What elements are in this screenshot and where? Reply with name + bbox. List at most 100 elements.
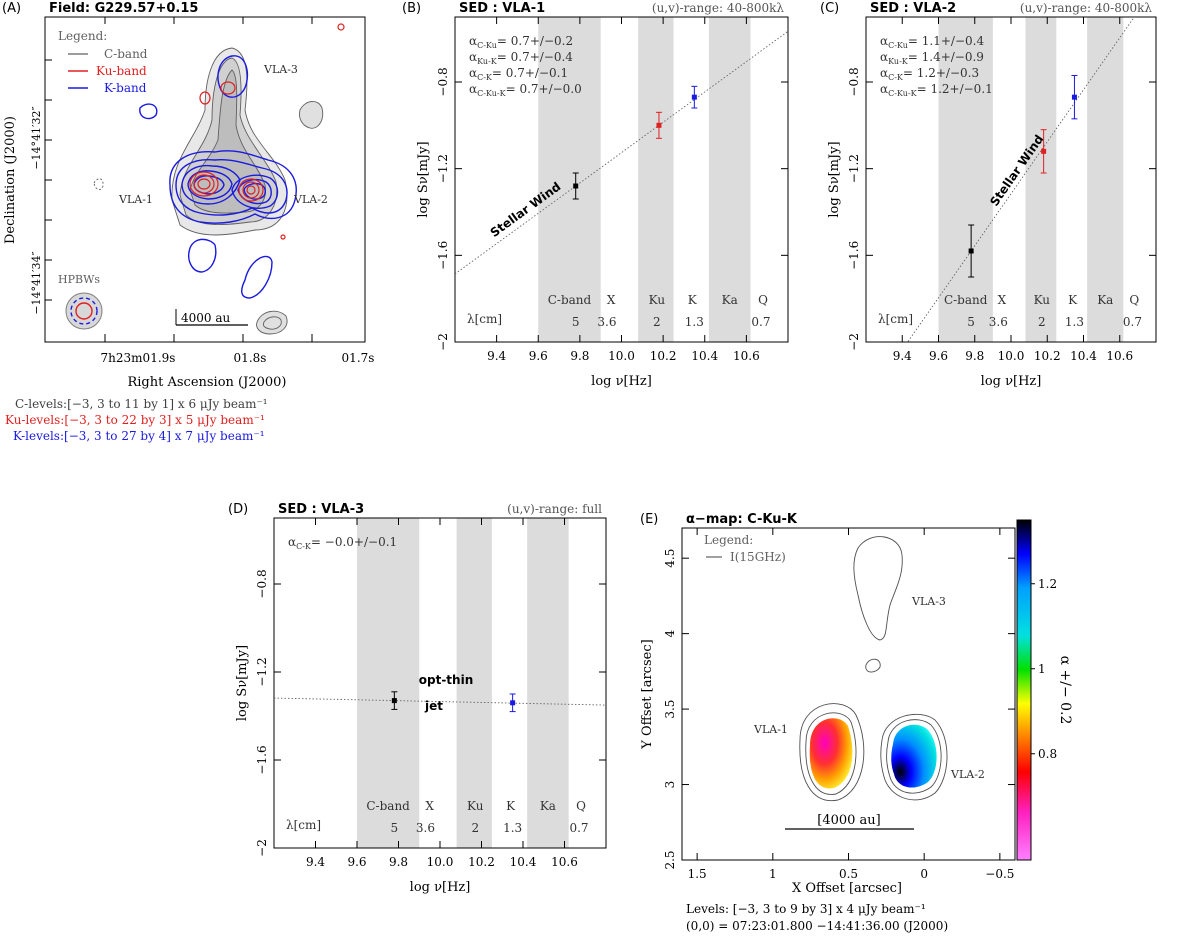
y-tick-label: −1.2: [255, 657, 269, 686]
alpha-value: αC-K= 0.7+/−0.1: [469, 66, 568, 82]
legend-ku-label: Ku-band: [96, 64, 147, 78]
panel-a-legend: Legend: C-band Ku-band K-band: [58, 29, 148, 95]
x-tick-label: 9.4: [893, 349, 912, 363]
x-tick-label: 0: [920, 867, 928, 881]
y-tick-label: −1.6: [255, 745, 269, 774]
panel-e-title: α−map: C-Ku-K: [686, 512, 798, 527]
alpha-map-vla1: [809, 718, 853, 789]
xtick-a-2: 01.8s: [234, 351, 267, 365]
uv-range: (u,v)-range: 40-800kλ: [652, 1, 785, 15]
band-label: X: [998, 293, 1007, 307]
wavelength-label: 5: [391, 821, 399, 835]
levels-ku: Ku-levels:[−3, 3 to 22 by 3] x 5 μJy bea…: [5, 413, 265, 427]
panel-tag: (D): [228, 502, 248, 517]
ytick-a-1: −14°41′32″: [30, 106, 43, 169]
x-axis-label: log ν[Hz]: [981, 374, 1042, 389]
x-tick-label: 9.4: [306, 855, 325, 869]
fit-line: [907, 17, 1135, 342]
alpha-value: αKu-K= 0.7+/−0.4: [469, 50, 573, 66]
fit-line: [274, 697, 606, 706]
wavelength-label: 2: [653, 315, 661, 329]
band-label: C-band: [366, 799, 410, 813]
x-axis-label: log ν[Hz]: [591, 374, 652, 389]
k-band-contours: [139, 55, 297, 299]
data-point-c: [391, 698, 397, 704]
wavelength-label: 3.6: [416, 821, 435, 835]
panel-tag: (C): [820, 1, 839, 16]
lambda-label: λ[cm]: [286, 818, 321, 832]
y-tick-label: 4: [663, 629, 677, 637]
band-label: Ku: [467, 799, 484, 813]
svg-text:[4000 au]: [4000 au]: [817, 813, 880, 828]
band-label: Ka: [540, 799, 556, 813]
band-label: Ka: [722, 293, 738, 307]
panel-e-levels: Levels: [−3, 3 to 9 by 3] x 4 μJy beam⁻¹: [686, 902, 926, 916]
x-tick-label: 1.5: [688, 867, 707, 881]
wavelength-label: 5: [967, 315, 975, 329]
x-tick-label: 10.0: [427, 855, 454, 869]
wavelength-label: 0.7: [1123, 315, 1142, 329]
wavelength-label: 2: [1038, 315, 1046, 329]
band-label: K: [688, 293, 698, 307]
fit-line: [455, 30, 788, 275]
data-point-k: [691, 94, 697, 100]
alpha-value: αC-K= 1.2+/−0.3: [880, 66, 979, 82]
alpha-map-vla2: [891, 724, 937, 788]
levels-c: C-levels:[−3, 3 to 11 by 1] x 6 μJy beam…: [15, 397, 268, 411]
legend-c-label: C-band: [104, 47, 148, 61]
y-tick-label: −0.8: [847, 67, 861, 96]
panel-title: SED : VLA-2: [870, 1, 956, 16]
svg-text:4000 au: 4000 au: [181, 311, 231, 325]
y-tick-label: 4.5: [663, 549, 677, 568]
hpbw-label: HPBWs: [58, 273, 100, 286]
band-label: C-band: [548, 293, 592, 307]
x-tick-label: 9.6: [929, 349, 948, 363]
data-point-k: [1071, 94, 1077, 100]
panel-a-title: Field: G229.57+0.15: [49, 1, 198, 16]
panel-e: (E) α−map: C-Ku-K 0.8 1 1.2 α +/− 0.2 Lege…: [640, 512, 1073, 933]
wavelength-label: 5: [572, 315, 580, 329]
y-tick-label: −1.2: [847, 154, 861, 183]
band-label: Q: [1129, 293, 1139, 307]
band-label: Q: [758, 293, 768, 307]
uv-range: (u,v)-range: full: [507, 502, 602, 516]
colorbar-tick-label: 0.8: [1038, 747, 1057, 761]
panel-e-tag: (E): [640, 512, 658, 527]
wavelength-label: 3.6: [597, 315, 616, 329]
x-tick-label: 10.0: [998, 349, 1025, 363]
band-shade: [708, 17, 751, 342]
x-tick-label: 1: [769, 867, 777, 881]
band-label: K: [1068, 293, 1078, 307]
x-tick-label: −0.5: [985, 867, 1014, 881]
legend-k-label: K-band: [104, 81, 147, 95]
xtick-a-3: 01.7s: [342, 351, 375, 365]
band-label: X: [607, 293, 616, 307]
legend-heading: Legend:: [58, 29, 107, 43]
wavelength-label: 3.6: [989, 315, 1008, 329]
data-point-c: [573, 183, 579, 189]
panel-e-ylabel: Y Offset [arcsec]: [640, 639, 655, 749]
xtick-a-1: 7h23m01.9s: [101, 351, 176, 365]
band-shade: [357, 518, 420, 848]
alpha-value: αC-K= −0.0+/−0.1: [288, 535, 397, 551]
label-vla3: VLA-3: [263, 63, 298, 76]
data-point-ku: [1041, 148, 1047, 154]
panel-e-legend-item: I(15GHz): [730, 550, 786, 564]
panel-a: (A) Field: G229.57+0.15: [2, 1, 374, 443]
panel-c: (C) SED : VLA-2 (u,v)-range: 40-800kλ 9.4 9.…: [820, 1, 1157, 389]
x-tick-label: 10.4: [691, 349, 718, 363]
band-shade: [638, 17, 674, 342]
band-shade: [456, 518, 492, 848]
label-vla1: VLA-1: [118, 193, 153, 206]
levels-k: K-levels:[−3, 3 to 27 by 4] x 7 μJy beam…: [13, 429, 265, 443]
band-label: Ka: [1097, 293, 1113, 307]
e-label-vla2: VLA-2: [950, 768, 985, 781]
panel-b: (B) SED : VLA-1 (u,v)-range: 40-800kλ 9.4 9.…: [402, 1, 789, 389]
data-point-k: [510, 700, 516, 706]
panel-e-origin: (0,0) = 07:23:01.800 −14:41:36.00 (J2000…: [686, 919, 948, 933]
x-axis-label: log ν[Hz]: [410, 880, 471, 895]
y-tick-label: −2: [847, 333, 861, 351]
x-tick-label: 10.2: [468, 855, 495, 869]
band-label: Ku: [1034, 293, 1051, 307]
panel-a-tag: (A): [2, 1, 21, 16]
